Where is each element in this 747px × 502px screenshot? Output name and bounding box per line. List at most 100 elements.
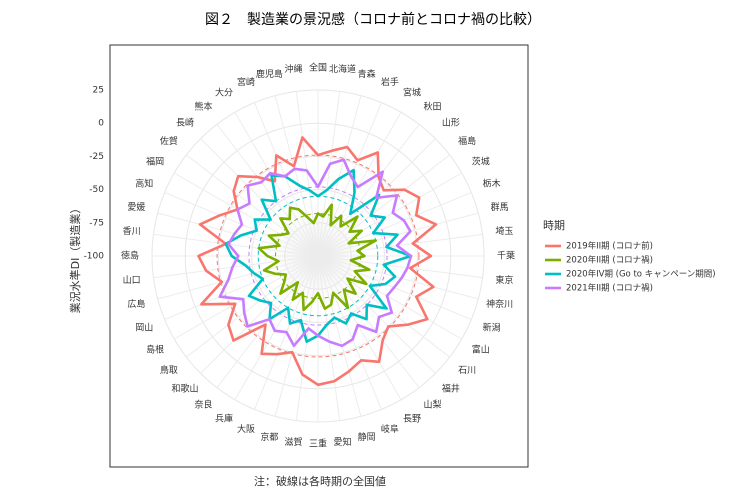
legend-title: 時期: [543, 219, 565, 232]
legend-label: 2021年II期 (コロナ禍): [566, 283, 653, 294]
spoke: [317, 123, 420, 257]
spoke: [317, 95, 362, 257]
category-label: 岡山: [135, 322, 153, 333]
category-label: 岐阜: [381, 423, 399, 435]
category-label: 北海道: [329, 63, 356, 75]
category-label: 宮崎: [237, 76, 255, 88]
category-label: 静岡: [358, 431, 376, 443]
category-label: 群馬: [491, 201, 509, 213]
spoke: [317, 255, 436, 374]
spoke: [157, 255, 319, 300]
spoke: [185, 154, 319, 257]
category-label: 山形: [442, 117, 460, 129]
spoke: [200, 255, 319, 374]
spoke: [317, 91, 341, 257]
category-label: 宮城: [403, 87, 421, 99]
spoke: [200, 138, 319, 257]
category-label: 神奈川: [486, 298, 513, 310]
spoke: [317, 233, 483, 257]
category-label: 滋賀: [284, 436, 302, 448]
spoke: [317, 172, 463, 257]
legend-label: 2020年II期 (コロナ禍): [566, 255, 653, 266]
category-label: 山梨: [423, 399, 441, 411]
category-label: 和歌山: [172, 382, 199, 394]
category-label: 徳島: [121, 250, 139, 262]
category-label: 奈良: [195, 399, 213, 411]
spoke: [317, 255, 420, 389]
category-label: 愛知: [334, 436, 352, 448]
category-label: 新潟: [483, 321, 501, 333]
spoke: [216, 123, 319, 257]
spoke: [317, 255, 341, 421]
spoke: [295, 255, 319, 421]
category-label: 京都: [260, 431, 278, 443]
category-label: 兵庫: [215, 412, 233, 424]
category-label: 富山: [472, 344, 490, 356]
spoke: [254, 102, 319, 257]
category-label: 香川: [123, 226, 141, 237]
y-tick-label: -50: [89, 185, 104, 195]
spoke: [317, 255, 483, 279]
series-line: [218, 158, 413, 348]
y-tick-label: 0: [98, 119, 104, 129]
category-label: 広島: [127, 298, 145, 310]
category-label: 高知: [135, 178, 153, 190]
category-label: 島根: [146, 344, 164, 356]
category-label: 埼玉: [495, 225, 513, 237]
spoke: [234, 111, 319, 257]
spoke: [317, 154, 451, 257]
spoke: [153, 233, 319, 257]
spoke: [173, 255, 319, 340]
spoke: [317, 255, 362, 417]
spoke: [185, 255, 319, 358]
category-label: 千葉: [497, 250, 515, 262]
category-label: 大分: [215, 87, 233, 99]
category-label: 佐賀: [160, 135, 178, 147]
category-label: 長野: [403, 413, 421, 424]
category-label: 青森: [358, 68, 376, 80]
category-label: 鹿児島: [256, 68, 283, 80]
category-label: 福島: [458, 135, 476, 147]
spoke: [153, 255, 319, 279]
legend-label: 2019年II期 (コロナ前): [566, 241, 653, 252]
y-tick-label: -75: [89, 218, 104, 228]
category-label: 長崎: [176, 117, 194, 129]
legend-label: 2020年IV期 (Go to キャンペーン期間): [566, 269, 716, 280]
category-label: 鳥取: [160, 364, 178, 376]
note: 注：破線は各時期の全国値: [254, 474, 386, 488]
category-label: 熊本: [195, 100, 213, 112]
spoke: [216, 255, 319, 389]
spoke: [317, 255, 402, 401]
category-label: 愛媛: [127, 201, 145, 213]
y-tick-label: -25: [89, 152, 104, 162]
spoke: [317, 255, 479, 300]
category-label: 栃木: [483, 178, 501, 190]
spoke: [274, 95, 319, 257]
category-label: 福岡: [146, 156, 164, 168]
spoke: [164, 255, 319, 320]
y-tick-label: 25: [93, 86, 104, 96]
spoke: [295, 91, 319, 257]
category-label: 三重: [309, 438, 327, 450]
spoke: [274, 255, 319, 417]
category-label: 石川: [458, 366, 476, 376]
y-axis-label: 業況水準DI（製造業）: [68, 203, 82, 314]
category-label: 茨城: [472, 156, 490, 168]
plot-frame: [109, 44, 529, 468]
spoke: [317, 255, 463, 340]
chart-title: 図２ 製造業の景況感（コロナ前とコロナ禍の比較）: [205, 11, 541, 28]
spoke: [317, 255, 382, 410]
spoke: [234, 255, 319, 401]
national-ref: [216, 154, 420, 358]
category-label: 沖縄: [284, 63, 302, 75]
category-label: 大阪: [237, 423, 255, 435]
series-line: [257, 203, 377, 312]
spoke: [317, 102, 382, 257]
category-label: 山口: [123, 275, 141, 286]
spoke: [173, 172, 319, 257]
spoke: [317, 192, 472, 257]
spoke: [157, 212, 319, 257]
spoke: [317, 111, 402, 257]
y-tick-label: -100: [84, 252, 105, 262]
